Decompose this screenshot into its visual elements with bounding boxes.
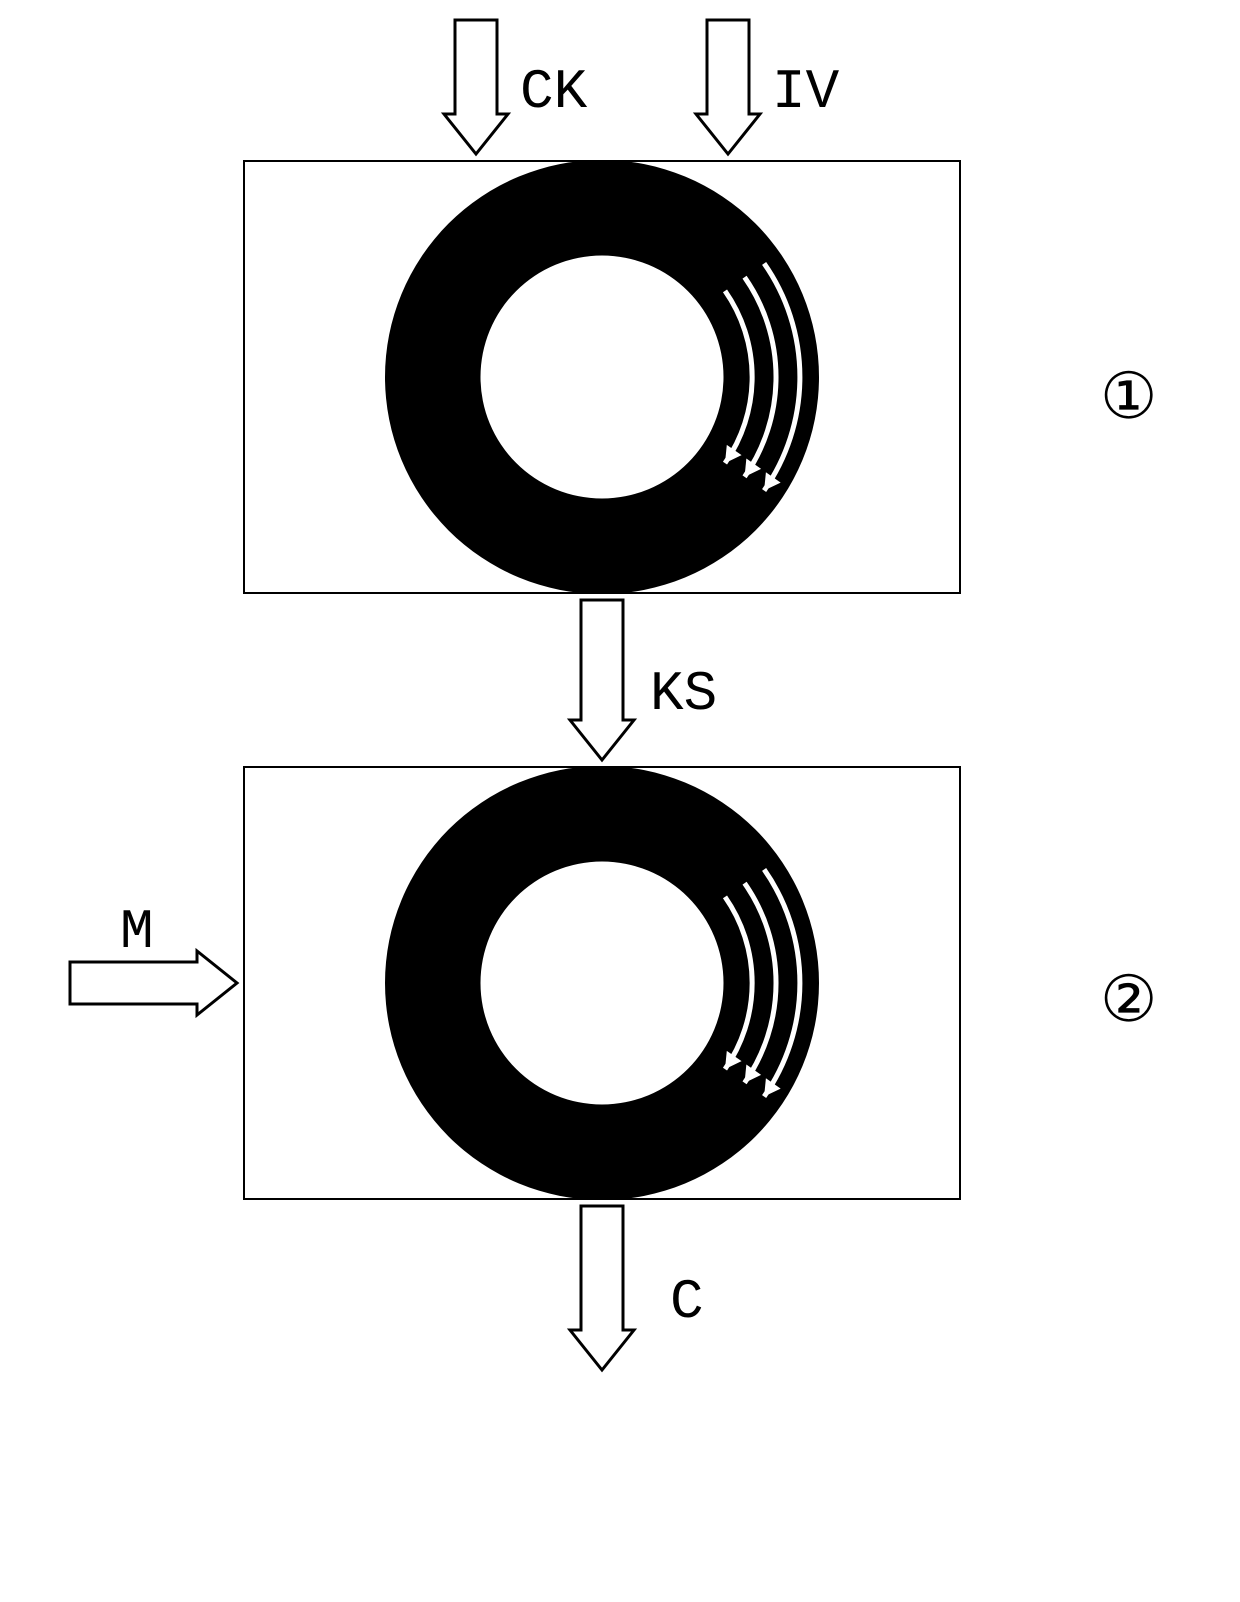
label-c: C [670, 1270, 704, 1334]
label-ck: CK [520, 60, 587, 124]
label-ks: KS [650, 662, 717, 726]
circled-2: ② [1100, 963, 1157, 1041]
ring-2-flow-arrows [385, 766, 819, 1200]
ring-1-flow-arrows [385, 160, 819, 594]
label-iv: IV [772, 60, 839, 124]
circled-1: ① [1100, 360, 1157, 438]
label-m: M [120, 900, 154, 964]
